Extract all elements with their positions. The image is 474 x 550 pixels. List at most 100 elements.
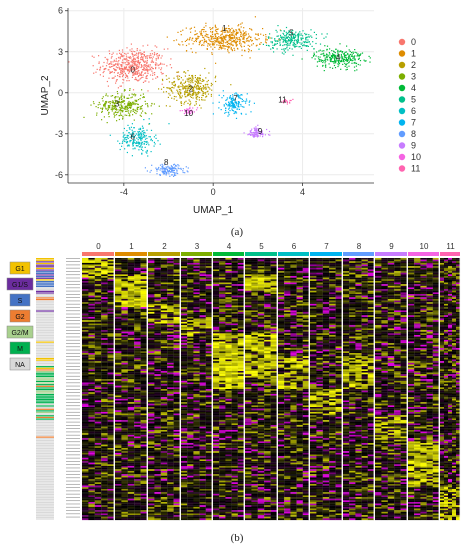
heatmap-cell bbox=[154, 308, 161, 311]
heatmap-cell bbox=[88, 369, 95, 372]
point bbox=[194, 85, 196, 87]
heatmap-cell bbox=[160, 266, 168, 268]
point bbox=[332, 61, 334, 63]
heatmap-cell bbox=[140, 318, 148, 321]
point bbox=[346, 60, 348, 62]
heatmap-cell bbox=[127, 292, 135, 295]
heatmap-cell bbox=[115, 274, 122, 277]
heatmap-cell bbox=[88, 387, 95, 390]
point bbox=[271, 37, 273, 39]
point bbox=[240, 103, 242, 106]
point bbox=[141, 66, 143, 68]
heatmap-cell bbox=[82, 429, 89, 432]
point bbox=[145, 77, 147, 79]
point bbox=[139, 127, 141, 129]
point bbox=[260, 42, 262, 44]
heatmap-cell bbox=[107, 289, 115, 291]
heatmap-cell bbox=[160, 307, 168, 309]
heatmap-cell bbox=[107, 267, 115, 270]
heatmap-cell bbox=[140, 302, 148, 304]
heatmap-cell bbox=[88, 400, 95, 403]
point bbox=[214, 30, 217, 32]
point bbox=[189, 77, 191, 79]
heatmap-cell bbox=[101, 269, 108, 272]
point bbox=[128, 72, 130, 74]
column-color-bar bbox=[245, 252, 277, 256]
point bbox=[269, 33, 271, 35]
point bbox=[143, 140, 145, 143]
point bbox=[115, 82, 117, 84]
heatmap-cell bbox=[101, 336, 108, 339]
point bbox=[226, 41, 228, 44]
point bbox=[191, 110, 194, 112]
heatmap-cell bbox=[160, 259, 168, 262]
heatmap-cell bbox=[140, 403, 148, 406]
point bbox=[234, 33, 236, 35]
point bbox=[318, 58, 320, 60]
point bbox=[177, 164, 179, 166]
heatmap-cell bbox=[127, 392, 135, 395]
point bbox=[142, 74, 144, 76]
point bbox=[129, 56, 131, 58]
point bbox=[140, 139, 142, 142]
point bbox=[134, 61, 136, 63]
point bbox=[152, 67, 154, 70]
point bbox=[115, 66, 117, 68]
point bbox=[118, 101, 120, 104]
umap-gridlines bbox=[68, 8, 374, 183]
point bbox=[108, 116, 110, 118]
heatmap-cell bbox=[140, 346, 148, 349]
heatmap-cell bbox=[88, 344, 95, 347]
heatmap-cell bbox=[127, 320, 135, 322]
point bbox=[237, 31, 239, 33]
point bbox=[110, 62, 112, 64]
heatmap-cell bbox=[107, 465, 115, 468]
point bbox=[132, 143, 134, 145]
point bbox=[359, 54, 361, 56]
heatmap-cell bbox=[94, 326, 102, 329]
heatmap-cell bbox=[173, 326, 181, 329]
point bbox=[233, 104, 235, 106]
point bbox=[307, 36, 309, 38]
heatmap-cell bbox=[173, 264, 181, 267]
heatmap-cell bbox=[121, 439, 128, 442]
heatmap-cell bbox=[115, 374, 122, 376]
point bbox=[337, 60, 339, 62]
heatmap-cell bbox=[140, 456, 148, 458]
point bbox=[221, 33, 223, 35]
point bbox=[187, 70, 189, 72]
point bbox=[185, 112, 187, 114]
point bbox=[241, 49, 243, 51]
legend-swatch bbox=[398, 50, 406, 57]
heatmap-cell bbox=[101, 279, 108, 282]
heatmap-cell bbox=[134, 467, 141, 470]
heatmap-cell bbox=[140, 516, 148, 519]
point bbox=[227, 50, 229, 52]
point bbox=[144, 72, 146, 74]
point bbox=[182, 171, 184, 174]
point bbox=[325, 60, 327, 62]
point bbox=[228, 97, 231, 99]
point bbox=[119, 68, 121, 70]
heatmap-cell bbox=[88, 267, 95, 270]
point bbox=[316, 61, 319, 63]
point bbox=[261, 132, 263, 134]
heatmap-cell bbox=[82, 501, 89, 504]
point bbox=[178, 93, 180, 95]
heatmap-cell bbox=[94, 457, 102, 460]
heatmap-cell bbox=[140, 312, 148, 314]
heatmap-cell bbox=[88, 385, 95, 388]
point bbox=[248, 40, 250, 43]
point bbox=[155, 134, 157, 136]
heatmap-cell bbox=[154, 295, 161, 298]
heatmap-cell bbox=[160, 305, 168, 308]
point bbox=[286, 37, 288, 39]
point bbox=[242, 37, 244, 39]
point bbox=[320, 60, 322, 63]
heatmap-cell bbox=[88, 280, 95, 283]
point bbox=[136, 111, 138, 113]
heatmap-cell bbox=[107, 469, 115, 471]
heatmap-cell bbox=[107, 302, 115, 304]
point bbox=[169, 88, 171, 90]
point bbox=[205, 25, 207, 27]
